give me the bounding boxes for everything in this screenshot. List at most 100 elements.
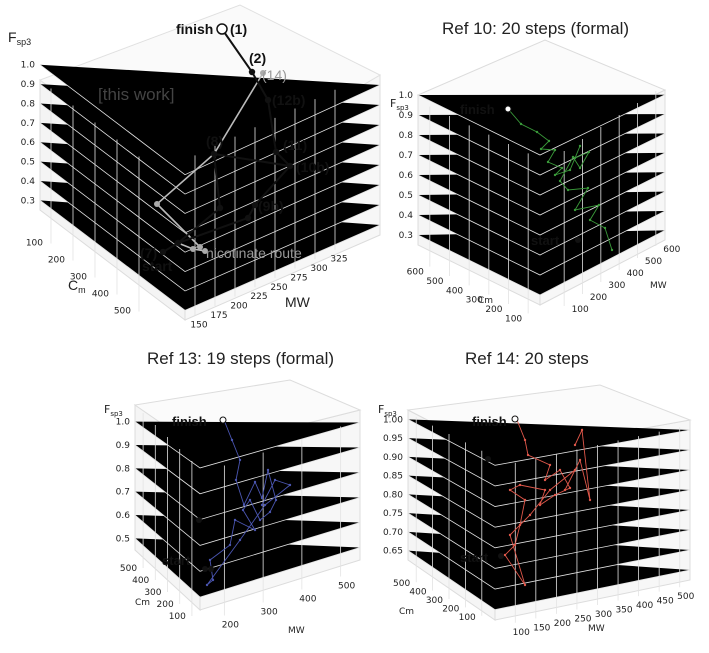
ref14-route-point — [513, 543, 517, 547]
ref10-route-point — [573, 156, 577, 160]
ref14-route-point — [518, 523, 522, 527]
xticks-ref14: 100 150 200 250 300 350 400 450 500 — [513, 592, 695, 638]
ref13-start-marker-2 — [208, 566, 214, 572]
note-this-work: [this work] — [98, 85, 175, 104]
branch-route-point — [210, 150, 218, 158]
point-label: (12b) — [272, 92, 305, 108]
ref14-route-point — [508, 488, 512, 492]
title-ref13: Ref 13: 19 steps (formal) — [147, 349, 334, 368]
x-tick-label: 600 — [663, 245, 680, 255]
main-route-point — [244, 214, 252, 222]
y-tick-label: 200 — [157, 600, 174, 610]
alt-route-point — [154, 201, 160, 207]
x-tick-label: 300 — [310, 264, 327, 274]
alt-route-point — [197, 244, 203, 250]
ref14-route-point — [528, 513, 532, 517]
x-tick-label: 150 — [190, 320, 207, 330]
title-ref14: Ref 14: 20 steps — [465, 349, 589, 368]
main-route-point — [286, 162, 294, 170]
start-label-ref14: start — [460, 550, 489, 565]
z-tick-label: 0.5 — [116, 534, 130, 544]
x-tick-label: 500 — [645, 257, 662, 267]
point-label: (9b) — [258, 198, 284, 214]
panel-ref14: Ref 14: 20 steps Fsp3 0.650.700.750.800.… — [378, 349, 695, 638]
ref13-route-point — [253, 480, 257, 484]
z-tick-label: 0.8 — [21, 99, 36, 109]
ref14-route-point — [548, 488, 552, 492]
z-tick-label: 0.8 — [399, 131, 414, 141]
x-tick-label: 500 — [677, 592, 694, 602]
x-tick-label: 200 — [222, 621, 239, 631]
z-tick-label: 0.7 — [21, 119, 35, 129]
xticks-ref13: 200 300 400 500 — [222, 582, 356, 631]
ref14-point-marker — [485, 456, 491, 462]
zticks-this-work: 0.3 0.4 0.5 0.6 0.7 0.8 0.9 1.0 — [21, 61, 36, 207]
ref10-route-point — [588, 218, 592, 222]
ref14-start-marker — [498, 553, 504, 559]
ref13-route-point — [253, 528, 257, 532]
branch-route-point — [216, 204, 224, 212]
main-route-point — [251, 201, 259, 209]
yticks-ref13: 500 400 300 200 100 — [120, 564, 186, 622]
y-tick-label: 100 — [459, 613, 476, 623]
alt-route-line — [155, 72, 264, 248]
point-label: (2) — [249, 50, 266, 66]
z-tick-label: 1.0 — [116, 418, 131, 428]
z-tick-label: 1.00 — [383, 415, 403, 425]
zlabel-ref13: Fsp3 — [104, 403, 123, 418]
z-tick-label: 0.4 — [399, 211, 414, 221]
panel-ref10: Ref 10: 20 steps (formal) Fsp3 0.3 0.4 0.5… — [390, 19, 681, 324]
main-route-point — [264, 96, 272, 104]
ref13-route-point — [266, 468, 270, 472]
ref10-route-point — [560, 166, 564, 170]
z-tick-label: 0.6 — [21, 138, 36, 148]
ref13-route-point — [274, 498, 278, 502]
y-tick-label: 100 — [505, 314, 522, 324]
ref13-finish-marker — [219, 416, 227, 424]
ref14-route-point — [503, 553, 507, 557]
ref14-route-point — [518, 483, 522, 487]
ylabel-this-work: Cm — [68, 277, 86, 295]
ref10-route-point — [597, 203, 601, 207]
ref10-route-point — [547, 139, 551, 143]
ref14-route-point — [523, 583, 527, 587]
alt-route-label-this-work: nicotinate route — [206, 245, 302, 261]
y-tick-label: 500 — [114, 307, 131, 317]
ref10-route-point — [578, 144, 582, 148]
branch-route-line — [177, 152, 291, 244]
y-tick-label: 300 — [144, 588, 161, 598]
ref10-route-point — [586, 186, 590, 190]
y-tick-label: 300 — [466, 296, 483, 306]
ref13-route-point — [211, 578, 215, 582]
ref13-route-point — [242, 503, 246, 507]
ref14-route-point — [543, 488, 547, 492]
ref10-route-point — [539, 147, 543, 151]
ylabel-ref13: Cm — [135, 598, 150, 608]
x-tick-label: 150 — [533, 623, 550, 633]
y-tick-label: 400 — [446, 286, 463, 296]
x-tick-label: 275 — [290, 273, 307, 283]
z-tick-label: 0.4 — [21, 177, 36, 187]
ref14-route-point — [563, 488, 567, 492]
ref14-route-point — [508, 533, 512, 537]
x-tick-label: 200 — [590, 293, 607, 303]
start-label-this-work: start — [142, 258, 173, 274]
zlabel-ref14: Fsp3 — [378, 403, 397, 418]
x-tick-label: 100 — [572, 305, 589, 315]
z-tick-label: 0.90 — [383, 453, 403, 463]
point-label: (10b) — [296, 159, 329, 175]
ref10-start-marker — [575, 237, 581, 243]
z-tick-label: 0.9 — [116, 441, 131, 451]
ref14-route-point — [588, 498, 592, 502]
ref10-route-point — [566, 188, 570, 192]
ref14-route-point — [578, 458, 582, 462]
ref13-route-point — [208, 558, 212, 562]
ref10-route-point — [587, 150, 591, 154]
z-tick-label: 0.75 — [383, 509, 403, 519]
ref13-route-point — [260, 496, 264, 500]
zticks-ref14: 0.65 0.70 0.75 0.80 0.85 0.90 0.95 1.00 — [383, 415, 403, 556]
y-tick-label: 500 — [426, 277, 443, 287]
y-tick-label: 500 — [393, 579, 410, 589]
x-tick-label: 200 — [554, 619, 571, 629]
x-tick-label: 450 — [657, 597, 674, 607]
